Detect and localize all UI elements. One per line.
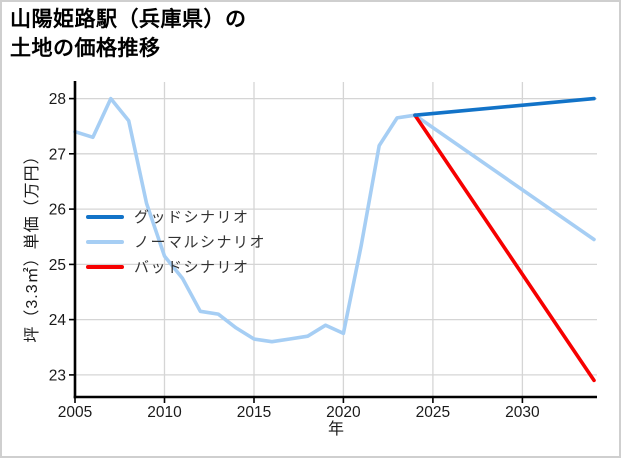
legend-label-good: グッドシナリオ (134, 209, 250, 226)
series-line-bad (413, 113, 596, 383)
y-tick-label: 23 (49, 367, 66, 384)
y-tick-label: 28 (49, 91, 66, 108)
legend-line-swatch-bad (86, 264, 124, 269)
y-tick-label: 24 (49, 312, 67, 329)
page-title-line-2: 土地の価格推移 (10, 36, 161, 60)
y-tick-label: 26 (49, 202, 66, 219)
legend-line-swatch-good (86, 214, 124, 219)
x-tick-label: 2020 (326, 404, 361, 421)
x-tick-label: 2010 (147, 404, 182, 421)
legend-label-bad: バッドシナリオ (134, 259, 250, 276)
y-tick-label: 25 (49, 257, 66, 274)
y-axis-label: 坪（3.3㎡）単価（万円） (24, 147, 41, 343)
y-tick-label: 27 (49, 146, 66, 163)
page-title-line-1: 山陽姫路駅（兵庫県）の (10, 8, 247, 31)
x-tick-label: 2015 (237, 404, 271, 421)
legend-item-bad: バッドシナリオ (86, 254, 266, 279)
legend-item-normal: ノーマルシナリオ (86, 229, 266, 254)
legend-item-good: グッドシナリオ (86, 204, 266, 229)
series-line-good (413, 96, 596, 117)
x-tick-label: 2030 (505, 404, 540, 421)
legend-label-normal: ノーマルシナリオ (134, 234, 267, 251)
series-line-normal (73, 96, 596, 344)
page-title: 山陽姫路駅（兵庫県）の 土地の価格推移 (10, 6, 247, 64)
x-tick-label: 2005 (58, 404, 92, 421)
chart-legend: グッドシナリオ ノーマルシナリオ バッドシナリオ (86, 204, 266, 279)
x-tick-label: 2025 (416, 404, 450, 421)
x-axis-label: 年 (327, 421, 345, 438)
legend-line-swatch-normal (86, 239, 124, 244)
